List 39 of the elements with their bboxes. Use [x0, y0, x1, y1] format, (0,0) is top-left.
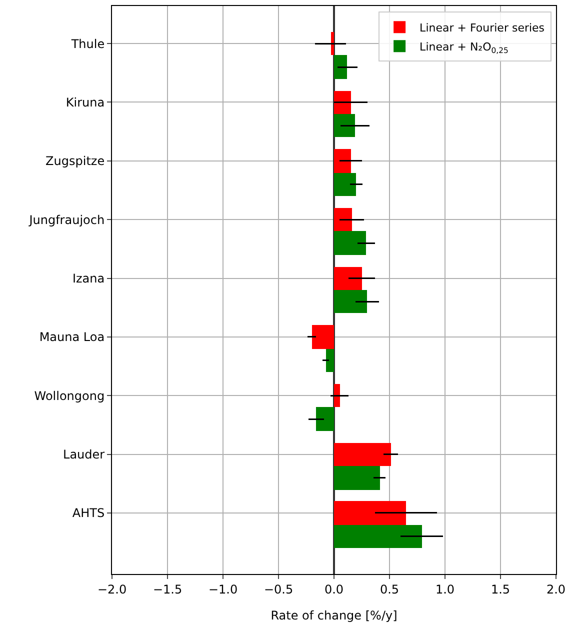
y-tick-label: Mauna Loa	[39, 330, 105, 344]
bar	[331, 32, 334, 55]
bar	[334, 231, 366, 255]
x-tick-label: 0.5	[380, 582, 400, 596]
bar	[334, 91, 351, 114]
x-tick-label: −2.0	[97, 582, 127, 596]
bar	[334, 525, 422, 548]
bar	[334, 443, 391, 466]
bar	[326, 349, 334, 372]
bar	[312, 325, 334, 349]
bar	[334, 466, 380, 490]
bar	[334, 384, 340, 407]
bar	[334, 149, 351, 173]
bar	[334, 208, 352, 231]
bar	[334, 267, 362, 290]
y-tick-label: Jungfraujoch	[28, 212, 105, 227]
x-tick-label: −1.0	[208, 582, 238, 596]
bar	[316, 407, 334, 431]
y-tick-label: Lauder	[63, 448, 105, 462]
y-tick-label: Wollongong	[34, 388, 105, 403]
bar	[334, 290, 367, 313]
x-tick-label: −1.5	[152, 582, 182, 596]
y-tick-label: Izana	[72, 271, 105, 286]
x-tick-label: 2.0	[546, 582, 566, 596]
bar	[334, 173, 356, 196]
bar	[334, 114, 355, 137]
x-tick-label: 1.0	[435, 582, 455, 596]
x-axis-title: Rate of change [%/y]	[270, 608, 398, 622]
x-tick-label: 0.0	[324, 582, 344, 596]
x-tick-label: −0.5	[264, 582, 294, 596]
bar	[334, 55, 347, 79]
y-tick-label: Kiruna	[66, 95, 105, 110]
legend-label: Linear + N₂O$_{0,25}$	[420, 40, 508, 55]
y-tick-label: Thule	[70, 36, 105, 51]
bar	[334, 501, 406, 525]
x-tick-label: 1.5	[490, 582, 510, 596]
y-tick-label: Zugspitze	[46, 154, 105, 168]
y-tick-label: AHTS	[72, 506, 105, 520]
legend-label: Linear + Fourier series	[420, 21, 545, 34]
